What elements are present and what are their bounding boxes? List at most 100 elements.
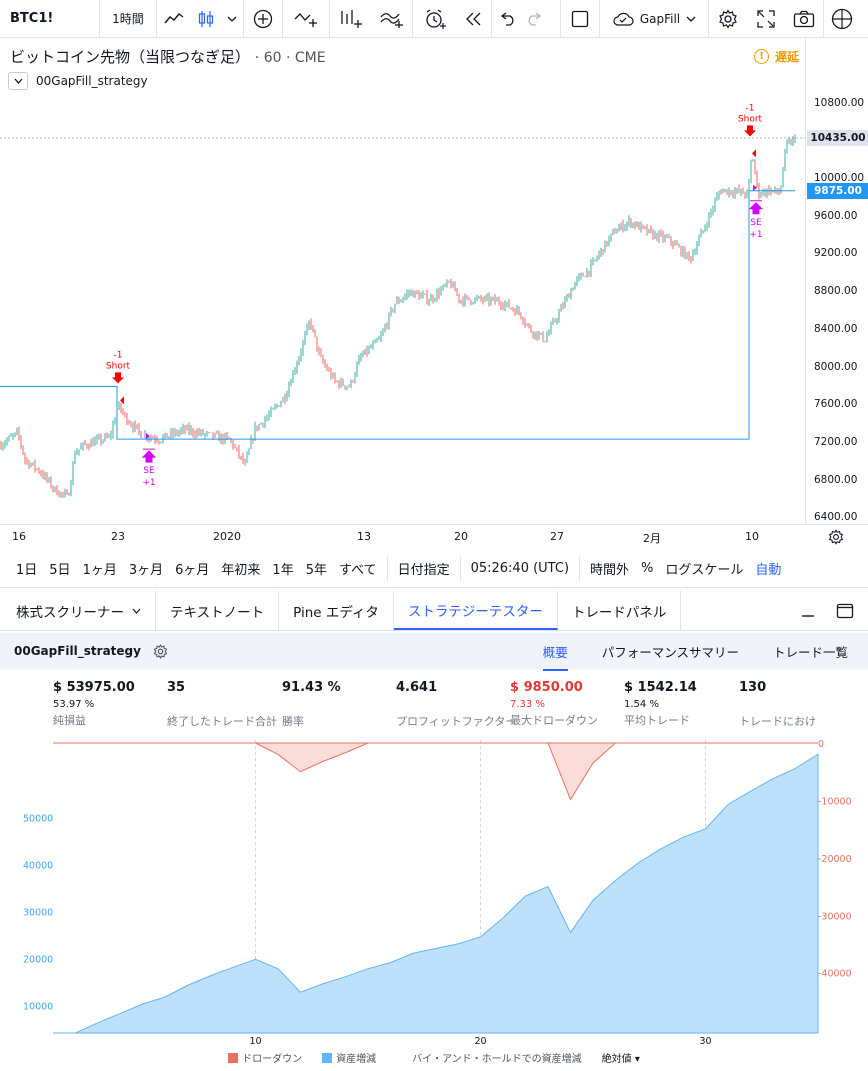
strategy-settings-gear-icon[interactable] [153,643,168,659]
undo-icon[interactable] [492,0,522,38]
tab-text-notes[interactable]: テキストノート [156,591,280,630]
replay-icon[interactable] [457,0,491,38]
legend-label: ドローダウン [242,1053,303,1065]
tab-performance-summary[interactable]: パフォーマンスサマリー [601,644,739,660]
publish-icon[interactable] [824,0,860,38]
goto-date-button[interactable]: 日付指定 [397,563,450,578]
layout-name: GapFill [639,11,681,26]
exit-label: SE [750,218,762,228]
time-tick-label: 27 [550,530,564,543]
utc-clock[interactable]: 05:26:40 (UTC) [470,561,570,576]
extended-hours-toggle[interactable]: 時間外 [590,563,630,578]
exit-marker-icon [146,433,150,440]
legend-buy-hold[interactable]: バイ・アンド・ホールドでの資産増減 [412,1053,582,1065]
strategy-legend-name[interactable]: 00GapFill_strategy [36,74,148,88]
price-tick-label: 6400.00 [814,511,858,524]
range-5d[interactable]: 5日 [49,563,71,578]
auto-scale-toggle[interactable]: 自動 [755,563,782,578]
divider [491,0,492,38]
stat-win-rate: 91.43 % 勝率 [282,680,341,729]
stat-profit-factor: 4.641 プロフィットファクター [396,680,516,729]
stat-net-profit: $ 53975.00 53.97 % 純損益 [53,680,135,728]
divider [386,556,388,581]
equity-tick-label: 20000 [23,954,53,965]
range-5y[interactable]: 5年 [305,563,327,578]
expand-icon[interactable] [747,0,785,38]
tab-pine-editor[interactable]: Pine エディタ [279,591,394,630]
fullscreen-square-icon[interactable] [561,0,599,38]
tab-label: 株式スクリーナー [16,604,124,621]
tab-overview[interactable]: 概要 [542,642,568,671]
stat-percent [167,699,277,711]
stat-value: $ 9850.00 [510,680,583,695]
redo-icon[interactable] [522,0,548,38]
chevron-down-icon [686,16,696,22]
stat-label: 勝率 [282,715,304,728]
range-1y[interactable]: 1年 [272,563,294,578]
strategy-name[interactable]: 00GapFill_strategy [14,644,141,658]
exit-marker-icon [753,184,757,191]
caret-down-icon: ▾ [634,1053,640,1065]
maximize-panel-icon[interactable] [836,603,854,619]
compare-icon[interactable] [283,0,329,38]
price-tick-label: 9600.00 [814,209,858,222]
alarm-icon[interactable] [413,0,457,38]
line-chart-type-icon[interactable] [157,0,191,38]
time-tick-label: 13 [357,530,371,543]
time-tick-label: 23 [111,530,125,543]
tab-stock-screener[interactable]: 株式スクリーナー [0,591,156,630]
time-tick-label: 16 [12,530,26,543]
stat-percent: 1.54 % [624,699,659,710]
minimize-panel-icon[interactable] [800,603,816,619]
stat-total-closed-trades: 35 終了したトレード合計 [167,680,277,729]
range-3m[interactable]: 3ヶ月 [128,563,164,578]
main-chart-pane[interactable]: -1 Short -1 Short SE +1 SE +1 ビットコイン先物（当限つなぎ足） … [0,38,868,545]
stat-label: プロフィットファクター [396,715,517,728]
stat-avg-trade: $ 1542.14 1.54 % 平均トレード [624,680,697,728]
stat-percent: 7.33 % [510,699,545,710]
short-qty-label: -1 [114,350,123,360]
price-tick-label: 7200.00 [814,435,858,448]
strategy-icon[interactable] [372,0,412,38]
percent-scale-toggle[interactable]: % [641,561,654,576]
stat-label: 終了したトレード合計 [167,715,277,728]
legend-drawdown[interactable]: ドローダウン [228,1050,302,1065]
add-indicator-icon[interactable] [244,0,282,38]
data-delay-badge[interactable]: ! 遅延 [754,48,799,65]
range-6m[interactable]: 6ヶ月 [175,563,210,578]
chart-settings-gear-icon[interactable] [828,529,844,548]
range-1d[interactable]: 1日 [16,563,38,578]
indicators-icon[interactable] [330,0,372,38]
range-ytd[interactable]: 年初来 [221,563,261,578]
equity-chart[interactable]: 10000 20000 30000 40000 50000 0 -10000 -20000 -3… [0,739,868,1047]
range-all[interactable]: すべて [338,563,377,578]
price-axis[interactable]: 10800.00 10000.00 9600.00 9200.00 8800.00 840… [805,38,868,524]
short-arrow-icon [112,372,124,384]
interval-button[interactable]: 1時間 [112,12,144,26]
collapse-legend-button[interactable] [8,72,28,90]
log-scale-toggle[interactable]: ログスケール [665,563,744,578]
equity-chart-canvas[interactable]: 10000 20000 30000 40000 50000 0 -10000 -20000 -3… [0,739,868,1047]
settings-gear-icon[interactable] [709,0,747,38]
layout-menu[interactable]: GapFill [600,0,708,38]
price-tick-label: 6800.00 [814,473,858,486]
range-1m[interactable]: 1ヶ月 [82,563,117,578]
tab-trade-list[interactable]: トレード一覧 [772,644,848,660]
short-qty-label: -1 [746,103,755,113]
absolute-dropdown[interactable]: 絶対値 ▾ [602,1050,640,1065]
time-axis[interactable]: 16 23 2020 13 20 27 2月 10 [0,524,868,548]
divider [243,0,244,38]
chevron-down-icon[interactable] [221,0,243,38]
legend-label: 資産増減 [336,1053,377,1065]
divider [459,556,461,581]
camera-icon[interactable] [785,0,823,38]
equity-tick-label: 50000 [23,814,53,825]
symbol-search[interactable]: BTC1! [10,11,54,26]
strategy-legend: 00GapFill_strategy [8,72,148,90]
equity-swatch [322,1052,333,1063]
legend-equity[interactable]: 資産増減 [322,1050,376,1065]
tab-trading-panel[interactable]: トレードパネル [558,591,682,630]
tab-strategy-tester[interactable]: ストラテジーテスター [393,591,558,630]
candle-chart-type-icon[interactable] [191,0,221,38]
